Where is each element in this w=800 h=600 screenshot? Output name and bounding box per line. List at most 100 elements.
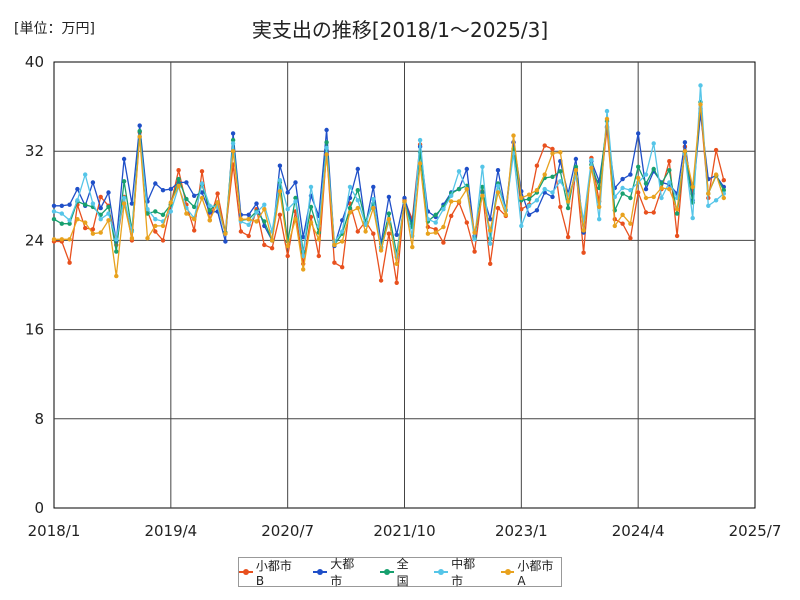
data-point bbox=[269, 238, 275, 243]
data-point bbox=[480, 184, 485, 190]
data-point bbox=[199, 181, 205, 186]
data-point bbox=[192, 193, 197, 198]
data-point bbox=[620, 212, 625, 217]
data-point bbox=[262, 207, 267, 212]
data-point bbox=[573, 156, 579, 162]
y-tick-label: 40 bbox=[25, 53, 44, 71]
data-point bbox=[526, 192, 532, 197]
data-point bbox=[199, 190, 205, 195]
data-point bbox=[410, 244, 415, 250]
data-point bbox=[285, 253, 290, 259]
legend-swatch bbox=[500, 567, 515, 577]
data-point bbox=[636, 164, 641, 169]
data-point bbox=[636, 175, 641, 181]
data-point bbox=[425, 231, 431, 236]
data-point bbox=[67, 237, 72, 242]
data-point bbox=[472, 249, 477, 254]
data-point bbox=[698, 83, 703, 88]
data-point bbox=[620, 221, 625, 226]
data-point bbox=[83, 172, 88, 177]
data-point bbox=[59, 203, 64, 208]
data-point bbox=[503, 212, 508, 217]
data-point bbox=[495, 168, 501, 173]
legend-item: 中都市 bbox=[434, 555, 486, 589]
data-point bbox=[402, 195, 407, 201]
data-point bbox=[417, 137, 423, 143]
data-point bbox=[184, 180, 189, 185]
data-point bbox=[441, 224, 446, 230]
data-point bbox=[573, 168, 579, 173]
legend-item: 小都市A bbox=[500, 557, 561, 588]
data-point bbox=[332, 242, 337, 248]
data-point bbox=[192, 228, 197, 233]
data-point bbox=[449, 193, 454, 198]
data-point bbox=[550, 174, 555, 179]
legend-label: 中都市 bbox=[451, 557, 476, 588]
legend-label: 大都市 bbox=[330, 557, 355, 588]
data-point bbox=[526, 212, 532, 217]
data-point bbox=[519, 195, 524, 201]
legend-item: 大都市 bbox=[313, 555, 365, 589]
data-point bbox=[371, 231, 376, 236]
data-point bbox=[643, 172, 649, 177]
data-point bbox=[659, 185, 664, 191]
data-point bbox=[285, 243, 290, 249]
data-point bbox=[371, 205, 376, 211]
data-point bbox=[713, 198, 719, 203]
data-point bbox=[526, 196, 532, 202]
data-point bbox=[90, 180, 96, 185]
data-point bbox=[565, 234, 571, 240]
data-point bbox=[519, 223, 524, 229]
data-point bbox=[355, 198, 360, 203]
data-point bbox=[51, 203, 57, 208]
data-point bbox=[355, 229, 360, 234]
data-point bbox=[121, 201, 127, 206]
data-point bbox=[433, 230, 438, 235]
data-point bbox=[90, 231, 96, 236]
data-point bbox=[620, 191, 625, 196]
data-point bbox=[628, 236, 633, 241]
data-point bbox=[495, 190, 501, 195]
data-point bbox=[75, 186, 80, 192]
data-point bbox=[706, 191, 711, 196]
data-point bbox=[121, 156, 127, 162]
data-point bbox=[59, 211, 64, 216]
data-point bbox=[192, 204, 197, 210]
data-point bbox=[254, 210, 259, 215]
data-point bbox=[472, 237, 477, 242]
data-point bbox=[612, 223, 617, 229]
data-point bbox=[495, 183, 501, 188]
data-point bbox=[277, 189, 283, 194]
data-point bbox=[386, 194, 392, 200]
data-point bbox=[542, 186, 547, 192]
data-point bbox=[199, 169, 205, 174]
data-point bbox=[145, 236, 150, 241]
data-point bbox=[98, 194, 103, 200]
data-point bbox=[168, 209, 173, 214]
data-point bbox=[550, 151, 555, 156]
data-point bbox=[480, 164, 485, 169]
data-point bbox=[511, 133, 516, 138]
x-tick-label: 2024/4 bbox=[612, 522, 665, 540]
data-point bbox=[690, 215, 695, 221]
data-point bbox=[153, 223, 158, 229]
data-point bbox=[301, 234, 306, 240]
legend-label: 全国 bbox=[396, 557, 409, 588]
data-point bbox=[472, 230, 477, 235]
data-point bbox=[386, 231, 392, 236]
data-point bbox=[246, 212, 251, 217]
data-point bbox=[285, 190, 290, 195]
data-point bbox=[153, 229, 158, 234]
data-point bbox=[643, 195, 649, 201]
data-point bbox=[378, 248, 384, 253]
data-point bbox=[363, 222, 368, 227]
data-point bbox=[620, 176, 625, 182]
data-point bbox=[137, 123, 142, 128]
data-point bbox=[550, 146, 555, 152]
data-point bbox=[153, 181, 158, 186]
data-point bbox=[402, 199, 407, 204]
data-point bbox=[674, 207, 680, 212]
data-point bbox=[721, 178, 726, 183]
data-point bbox=[667, 159, 672, 164]
